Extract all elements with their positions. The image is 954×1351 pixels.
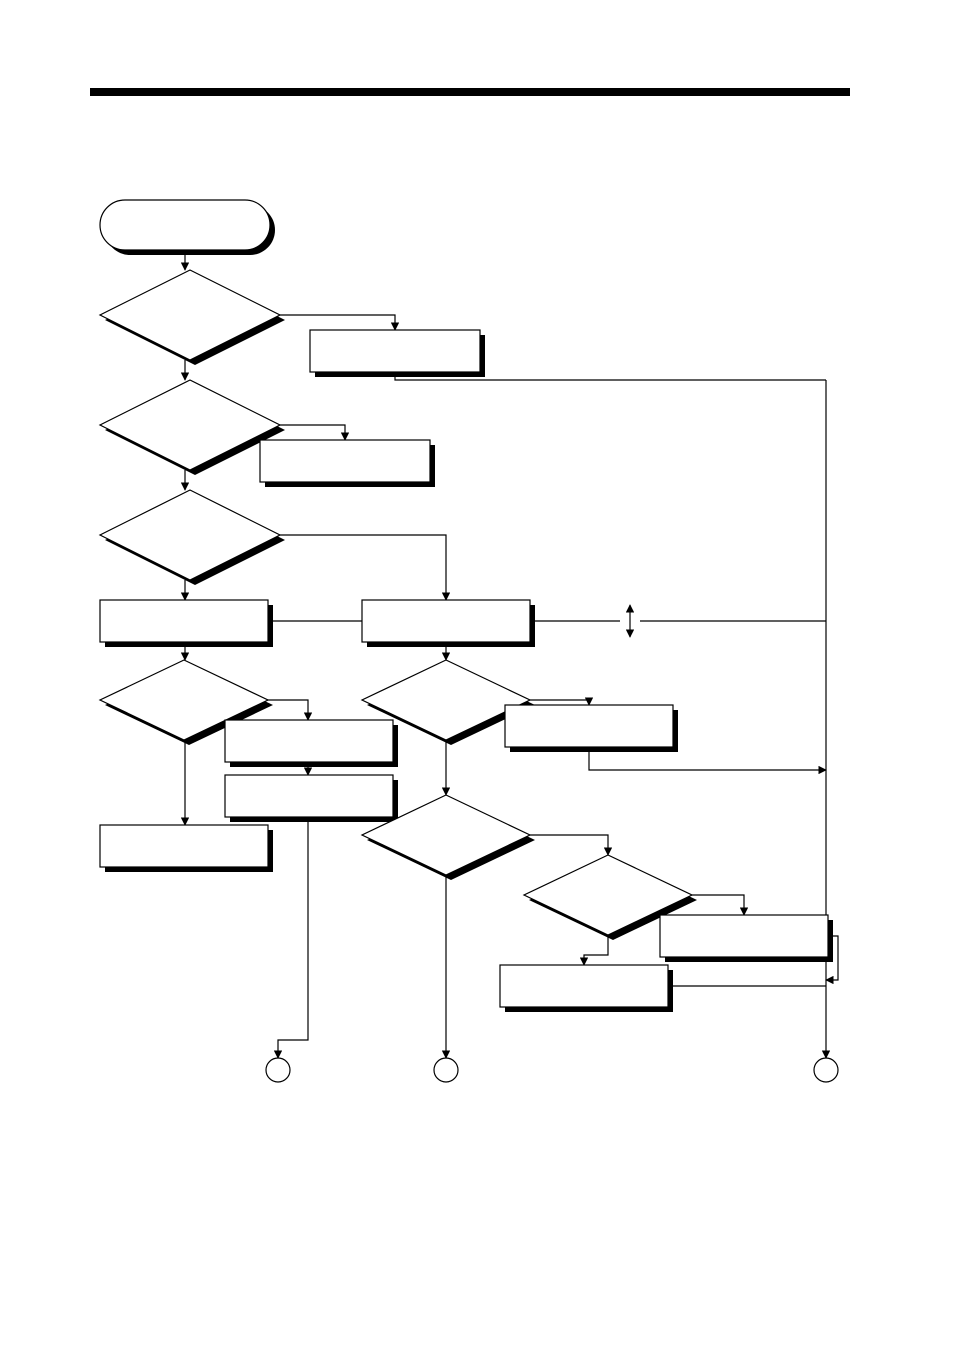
flowchart-canvas xyxy=(0,0,954,1351)
connector-cR xyxy=(814,1058,838,1082)
edge-e_dR_pRs xyxy=(530,700,589,705)
edge-e_pLs2_cL xyxy=(278,817,308,1058)
process-pR xyxy=(362,600,530,642)
process-p5s xyxy=(660,915,828,957)
edge-e_d5_p5s xyxy=(692,895,744,915)
process-pLs2 xyxy=(225,775,393,817)
process-p2 xyxy=(260,440,430,482)
edge-e_d5_p4f xyxy=(584,935,608,965)
edge-e_dL_pLs1 xyxy=(265,700,308,720)
header-divider xyxy=(90,88,850,96)
edge-e_d1_p1 xyxy=(280,315,395,330)
decision-d1 xyxy=(100,270,280,360)
process-pL xyxy=(100,600,268,642)
process-pRs xyxy=(505,705,673,747)
process-pLs1 xyxy=(225,720,393,762)
decision-d2 xyxy=(100,380,280,470)
edge-e_d3_right xyxy=(280,535,446,600)
edge-e_d4_d5 xyxy=(530,835,608,855)
terminator-start xyxy=(100,200,270,250)
decision-d3 xyxy=(100,490,280,580)
connector-cL xyxy=(266,1058,290,1082)
process-pLf xyxy=(100,825,268,867)
process-p4f xyxy=(500,965,668,1007)
edge-e_d2_p2 xyxy=(280,425,345,440)
connector-cM xyxy=(434,1058,458,1082)
process-p1 xyxy=(310,330,480,372)
